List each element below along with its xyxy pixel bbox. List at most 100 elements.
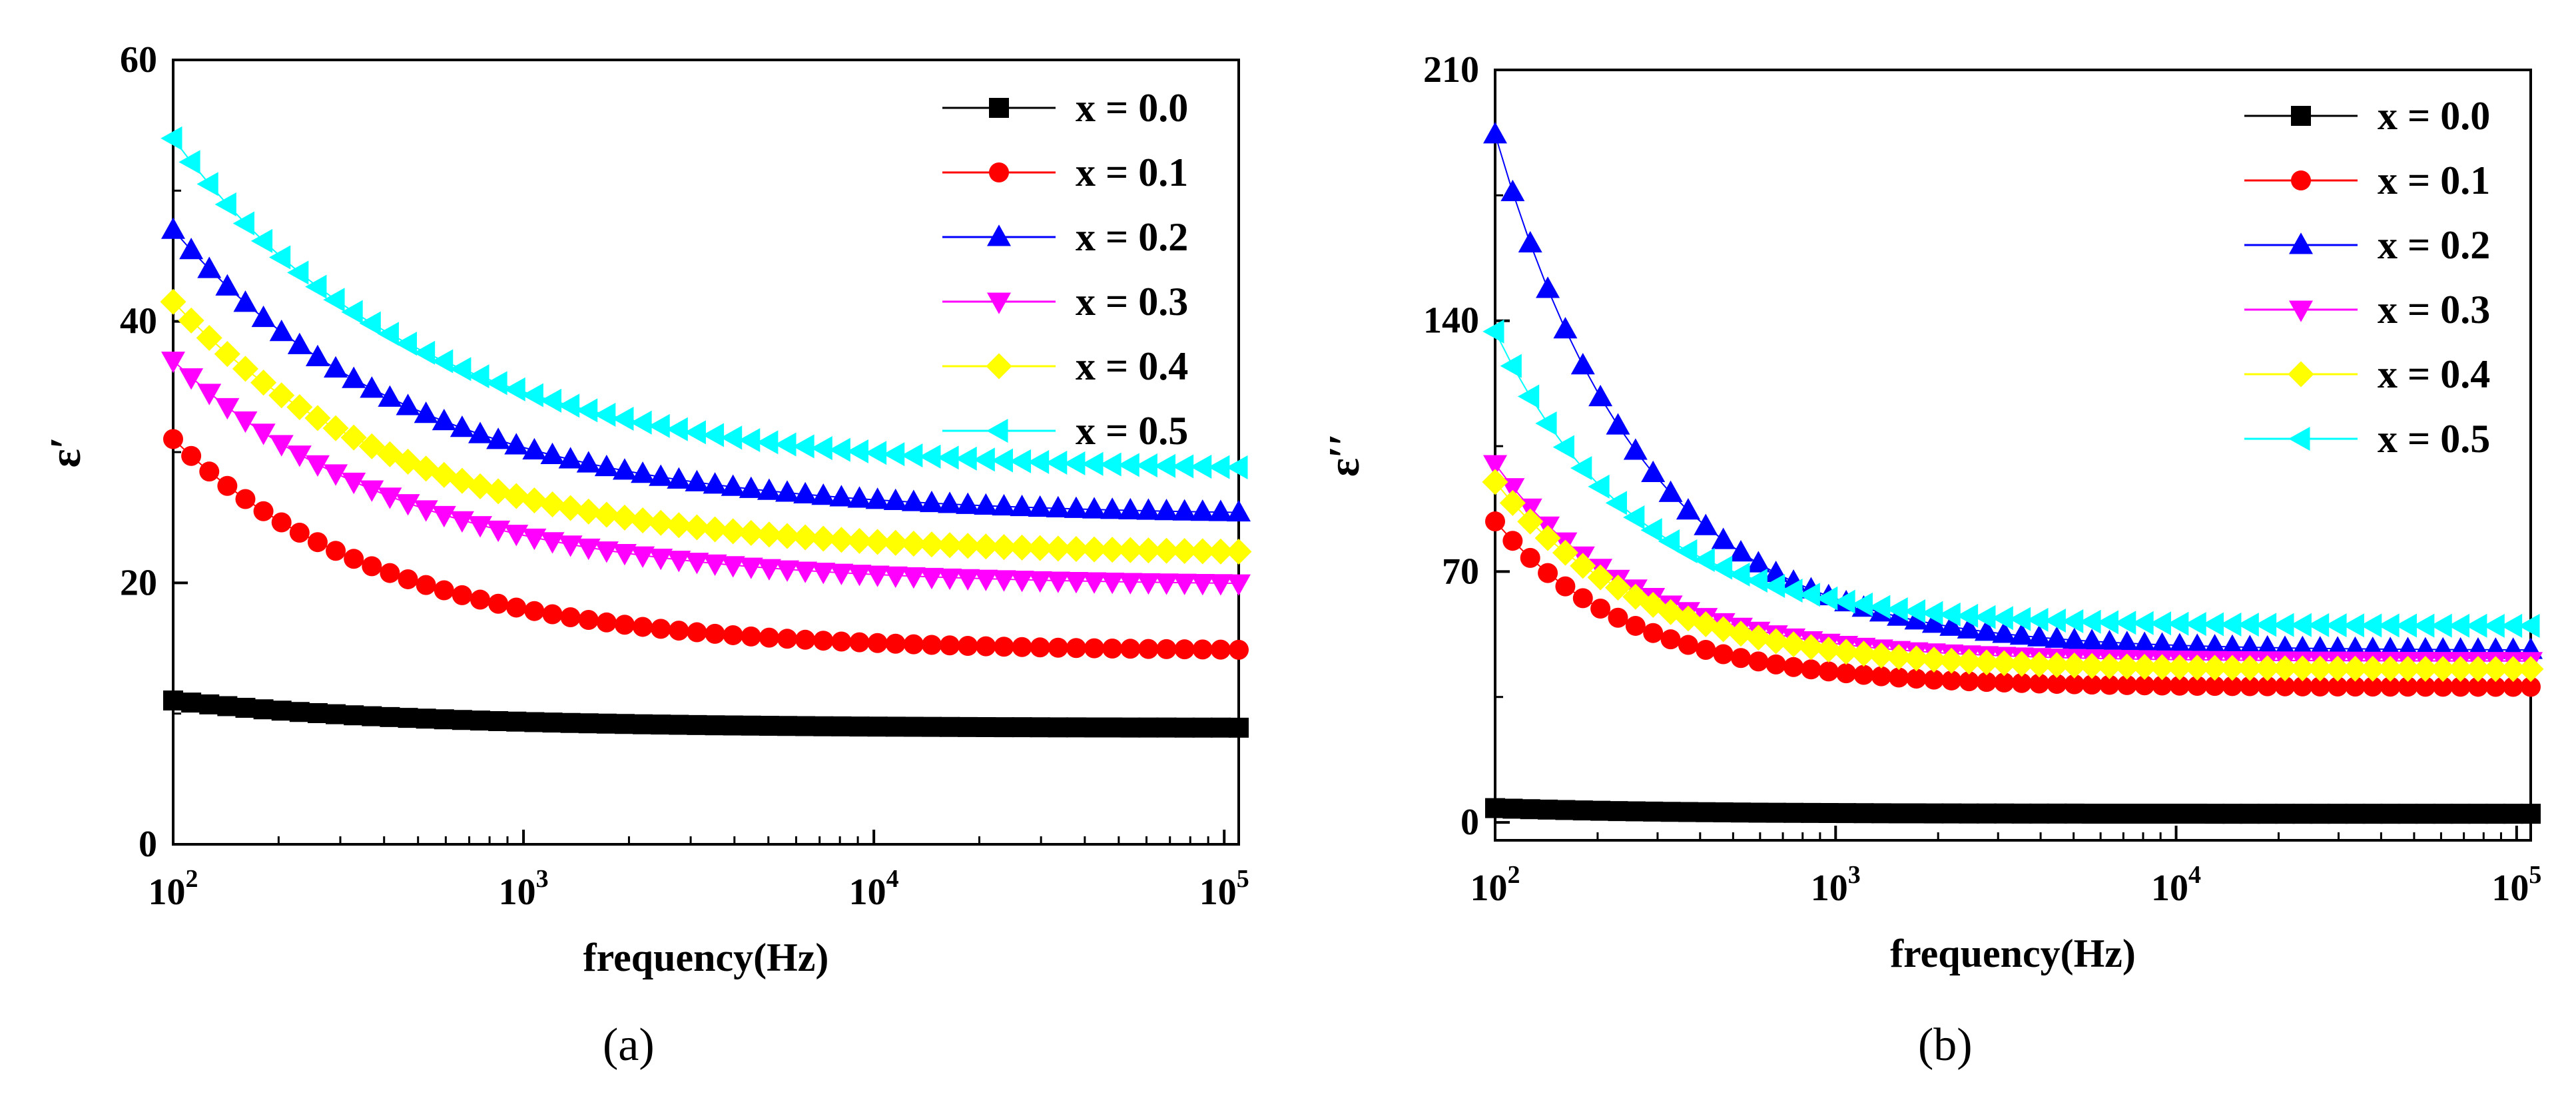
data-point	[2254, 613, 2277, 637]
data-point	[2202, 612, 2224, 637]
data-point	[578, 610, 599, 631]
data-point	[1012, 717, 1032, 738]
data-point	[468, 421, 493, 443]
data-point	[723, 715, 743, 736]
data-point	[1536, 276, 1560, 298]
data-point	[795, 629, 816, 650]
legend-label: x = 0.3	[1076, 280, 1188, 324]
data-point	[1641, 460, 1666, 483]
data-point	[1482, 469, 1508, 495]
data-point	[667, 467, 691, 489]
data-point	[1118, 453, 1139, 477]
data-point	[1227, 499, 1251, 522]
data-point	[305, 274, 327, 299]
data-point	[521, 383, 543, 408]
data-point	[1500, 354, 1522, 378]
data-point	[362, 706, 382, 726]
data-point	[268, 245, 291, 270]
data-point	[2275, 804, 2296, 824]
plot-frame	[1494, 69, 2532, 842]
data-point	[2485, 677, 2506, 697]
data-point	[1102, 717, 1123, 738]
legend-label: x = 0.1	[1076, 150, 1188, 194]
data-point	[2064, 674, 2085, 694]
data-point	[2292, 804, 2313, 824]
data-point	[2064, 803, 2085, 824]
data-point	[1588, 474, 1610, 499]
data-point	[1190, 454, 1212, 479]
legend-label: x = 0.2	[1076, 215, 1188, 259]
x-tick-label: 104	[2151, 861, 2201, 909]
data-point	[1045, 535, 1072, 562]
data-point	[594, 454, 619, 477]
data-point	[1172, 573, 1197, 595]
series-x01	[163, 429, 1249, 660]
data-point	[2289, 655, 2316, 682]
legend-marker	[2289, 300, 2313, 322]
data-point	[398, 569, 418, 589]
data-point	[633, 617, 653, 637]
data-point	[666, 417, 688, 441]
data-point	[305, 455, 330, 477]
data-point	[1064, 496, 1088, 518]
data-point	[2500, 613, 2523, 638]
legend-marker	[2291, 170, 2311, 190]
data-point	[2114, 631, 2139, 653]
data-point	[1658, 480, 1683, 502]
data-point	[197, 384, 222, 406]
data-point	[503, 377, 525, 402]
data-point	[2240, 676, 2260, 696]
data-point	[1640, 518, 1662, 543]
data-point	[305, 344, 330, 367]
data-point	[1082, 572, 1107, 594]
data-point	[215, 398, 240, 420]
data-point	[1604, 575, 1631, 601]
data-point	[217, 475, 238, 496]
data-point	[593, 501, 620, 528]
data-point	[759, 627, 779, 648]
series-x03	[161, 352, 1251, 596]
data-point	[1552, 539, 1578, 566]
data-point	[1117, 537, 1143, 563]
y-axis-label: ε′′	[1320, 433, 1369, 477]
data-point	[1959, 803, 1979, 824]
series-line	[1494, 134, 2531, 651]
data-point	[2222, 804, 2242, 824]
data-point	[287, 445, 312, 467]
data-point	[2114, 653, 2140, 680]
data-point	[324, 464, 348, 486]
data-point	[1100, 573, 1125, 595]
data-point	[271, 700, 292, 721]
data-point	[1227, 574, 1251, 596]
data-point	[2503, 804, 2523, 824]
data-point	[342, 472, 366, 495]
data-point	[976, 716, 996, 737]
data-point	[2398, 677, 2418, 697]
data-point	[2152, 675, 2172, 696]
data-point	[1084, 717, 1105, 738]
data-point	[973, 447, 995, 472]
data-point	[828, 527, 854, 553]
data-point	[1534, 525, 1561, 551]
data-point	[2415, 677, 2435, 697]
x-axis-label: frequency(Hz)	[1890, 932, 2136, 975]
data-point	[1063, 536, 1090, 563]
data-point	[1190, 499, 1215, 521]
data-point	[1991, 606, 2013, 631]
x-tick-label: 105	[1199, 865, 1249, 913]
data-point	[360, 480, 384, 502]
data-point	[2167, 633, 2192, 655]
data-point	[649, 549, 673, 571]
data-point	[775, 432, 797, 457]
data-point	[1136, 498, 1161, 520]
data-point	[757, 559, 781, 581]
data-point	[1027, 449, 1050, 474]
series-x00	[163, 690, 1249, 738]
data-point	[867, 633, 888, 653]
y-tick-label: 40	[120, 301, 157, 342]
data-point	[1171, 454, 1194, 479]
data-point	[2398, 804, 2418, 824]
data-point	[1483, 455, 1507, 477]
data-point	[304, 405, 331, 431]
data-point	[396, 394, 420, 415]
